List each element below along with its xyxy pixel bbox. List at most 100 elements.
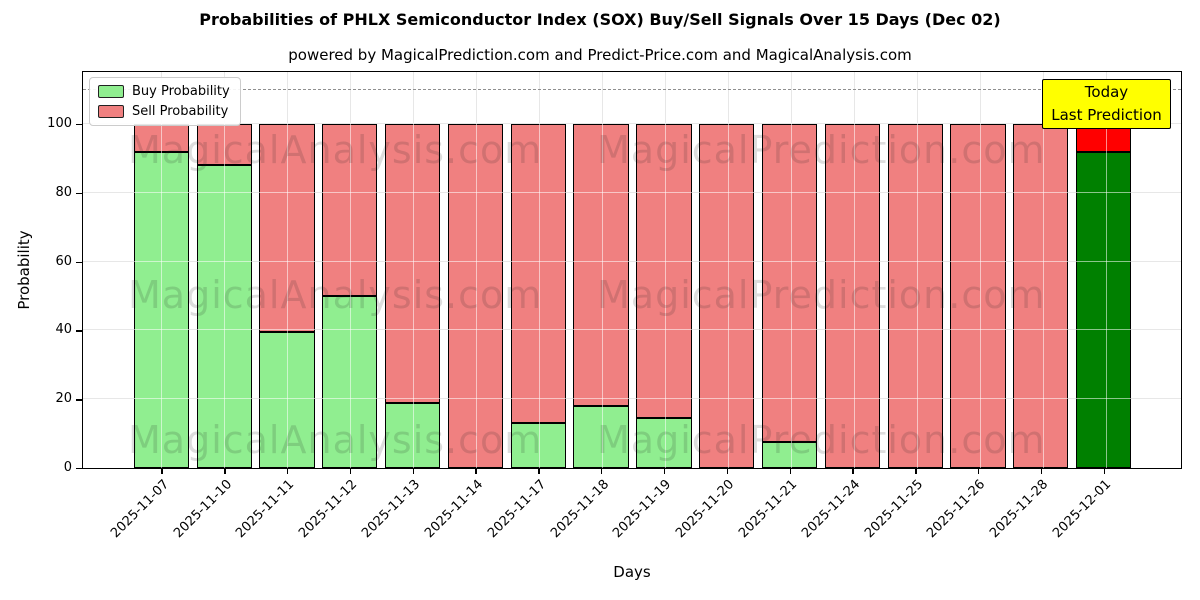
bar-segment-sell	[699, 124, 755, 468]
y-tick-label: 0	[63, 460, 72, 475]
gridline-v	[413, 72, 415, 468]
gridline-h	[83, 191, 1181, 193]
stacked-bar	[1013, 124, 1069, 468]
x-tick-label: 2025-11-12	[296, 477, 361, 542]
x-tick-label: 2025-11-10	[170, 477, 235, 542]
bar-segment-buy	[385, 402, 441, 468]
x-tick-label: 2025-11-21	[736, 477, 801, 542]
y-tick-mark	[76, 399, 82, 401]
bar-slot: 2025-11-26	[925, 72, 1010, 541]
x-tick-label: 2025-11-11	[233, 477, 298, 542]
x-tick-label: 2025-11-07	[107, 477, 173, 542]
stacked-bar	[887, 124, 943, 468]
y-tick-mark	[76, 468, 82, 470]
x-tick-label: 2025-11-13	[359, 477, 424, 542]
bar-slot: 2025-11-28	[987, 72, 1072, 541]
plot-area: 2025-11-07 2025-11-10 2025-11-11 2025-11-12…	[82, 71, 1182, 541]
bar-segment-sell	[824, 124, 880, 468]
y-tick-mark	[76, 124, 82, 126]
gridline-v	[664, 72, 666, 468]
stacked-bar	[761, 124, 818, 468]
bar-segment-buy	[259, 332, 315, 468]
legend-label-sell: Sell Probability	[132, 104, 229, 119]
stacked-bar	[699, 124, 755, 468]
buy-swatch-icon	[98, 85, 124, 98]
y-tick-label: 60	[55, 253, 72, 269]
bar-slot: 2025-11-24	[799, 72, 884, 541]
bar-segment-buy	[1075, 151, 1132, 468]
gridline-v	[727, 72, 729, 468]
y-tick-label: 80	[55, 184, 72, 200]
x-tick-label: 2025-11-26	[924, 477, 989, 542]
bar-segment-sell	[196, 124, 252, 166]
gridline-v	[853, 72, 855, 468]
x-tick-mark	[915, 468, 917, 474]
bar-slot: 2025-11-12	[296, 72, 381, 541]
legend-item-buy: Buy Probability	[98, 84, 230, 99]
watermark-text: MagicalPrediction.com	[597, 418, 1046, 462]
bar-segment-buy	[133, 151, 190, 468]
x-tick-mark	[412, 468, 415, 474]
gridline-v	[790, 72, 792, 468]
bar-slot: 2025-11-07	[108, 72, 193, 541]
x-tick-mark	[349, 468, 352, 474]
bars-container: 2025-11-07 2025-11-10 2025-11-11 2025-11-12…	[108, 72, 1135, 541]
y-tick-label: 20	[55, 391, 72, 407]
x-tick-label: 2025-11-19	[610, 477, 675, 542]
bar-segment-sell	[259, 124, 315, 333]
x-tick-mark	[224, 468, 226, 474]
gridline-v	[224, 72, 226, 468]
x-tick-label: 2025-11-18	[547, 477, 612, 542]
x-tick-mark	[852, 468, 854, 474]
bar-segment-buy	[322, 296, 378, 468]
bar-slot: 2025-11-11	[234, 72, 319, 541]
bar-segment-sell	[761, 124, 818, 443]
gridline-v	[476, 72, 478, 468]
bar-segment-buy	[573, 406, 629, 468]
x-tick-mark	[601, 468, 603, 474]
bar-slot: 2025-11-13	[359, 72, 444, 541]
gridline-v	[539, 72, 541, 468]
stacked-bar	[573, 124, 629, 468]
gridline-v	[350, 72, 352, 468]
today-annotation: Today Last Prediction	[1042, 79, 1171, 129]
watermark-text: MagicalAnalysis.com	[128, 128, 543, 172]
bar-segment-sell	[510, 124, 566, 424]
bar-slot: 2025-11-25	[862, 72, 947, 541]
gridline-v	[287, 72, 289, 468]
x-tick-mark	[977, 468, 980, 474]
bar-slot: 2025-11-21	[736, 72, 821, 541]
stacked-bar	[196, 124, 252, 468]
bar-segment-buy	[636, 418, 692, 468]
bar-segment-sell	[1013, 124, 1069, 468]
watermark-text: MagicalPrediction.com	[597, 128, 1046, 172]
watermark-text: MagicalAnalysis.com	[128, 273, 543, 317]
bar-slot: 2025-11-19	[610, 72, 696, 541]
stacked-bar	[824, 124, 880, 468]
y-tick-mark	[76, 192, 82, 195]
x-tick-mark	[1040, 468, 1043, 474]
stacked-bar	[259, 124, 315, 468]
x-tick-mark	[726, 468, 729, 474]
stacked-bar	[385, 124, 441, 468]
chart-title: Probabilities of PHLX Semiconductor Inde…	[199, 10, 1001, 29]
x-axis-label: Days	[613, 563, 651, 581]
bar-slot: 2025-11-10	[171, 72, 256, 541]
watermark-text: MagicalAnalysis.com	[128, 418, 543, 462]
stacked-bar	[510, 124, 566, 468]
chart-subtitle: powered by MagicalPrediction.com and Pre…	[288, 46, 912, 64]
stacked-bar	[133, 124, 190, 468]
stacked-bar	[1075, 124, 1132, 468]
bar-slot: 2025-12-01	[1050, 72, 1135, 541]
bar-segment-buy	[761, 442, 818, 468]
bar-segment-sell	[573, 124, 629, 407]
gridline-v	[1105, 72, 1107, 468]
gridlines-over	[83, 72, 1181, 468]
gridline-v	[161, 72, 163, 468]
x-tick-label: 2025-11-28	[987, 477, 1052, 542]
bar-segment-sell	[887, 124, 943, 468]
stacked-bar	[447, 124, 504, 468]
x-tick-label: 2025-11-24	[798, 477, 863, 542]
bar-segment-sell	[385, 124, 441, 403]
